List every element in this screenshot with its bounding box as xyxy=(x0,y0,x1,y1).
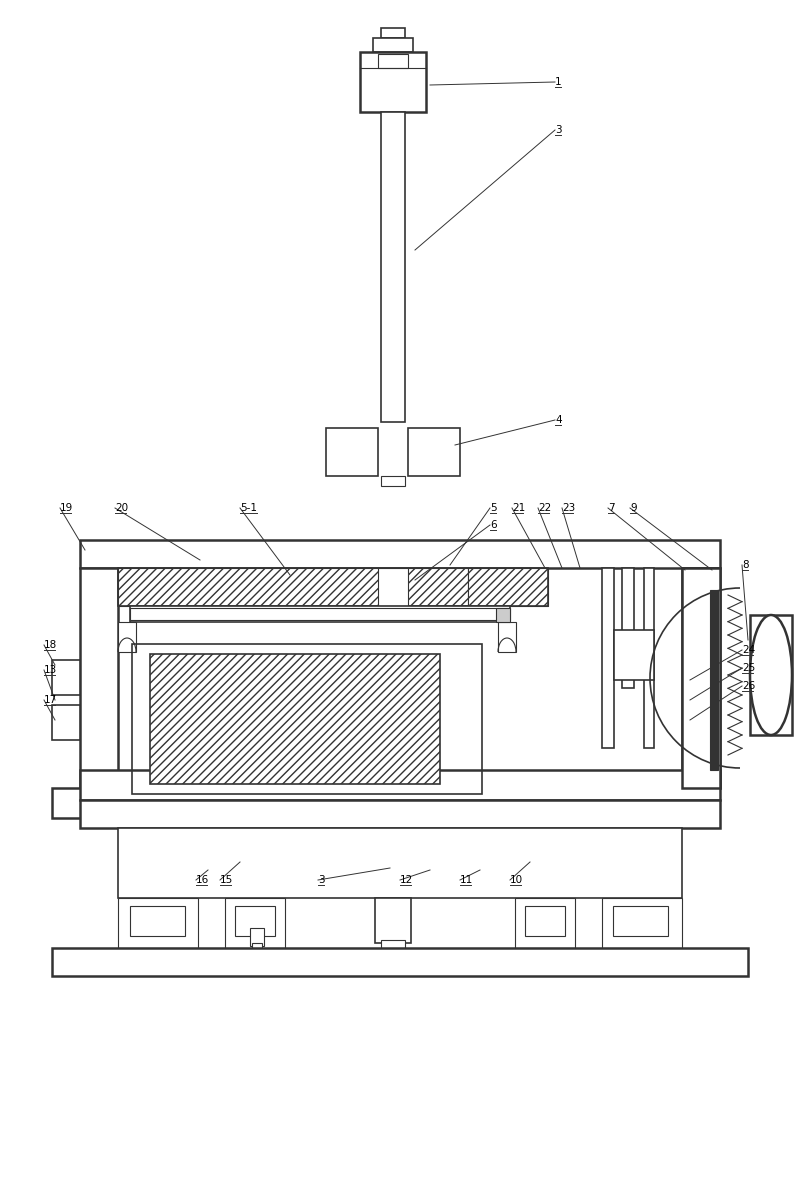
Bar xyxy=(710,590,718,770)
Text: 5-1: 5-1 xyxy=(240,503,257,513)
Bar xyxy=(118,828,682,898)
Text: 7: 7 xyxy=(608,503,614,513)
Bar xyxy=(326,428,378,476)
Bar xyxy=(52,948,748,976)
Bar xyxy=(130,608,510,620)
Bar xyxy=(381,476,405,486)
Bar xyxy=(644,568,654,747)
Bar xyxy=(378,54,408,68)
Bar xyxy=(252,943,262,953)
Text: 6: 6 xyxy=(490,520,497,531)
Text: 10: 10 xyxy=(510,875,523,885)
Bar xyxy=(80,770,720,801)
Bar xyxy=(130,606,510,623)
Text: 12: 12 xyxy=(400,875,414,885)
Bar xyxy=(515,898,575,948)
Bar xyxy=(682,568,720,788)
Text: 21: 21 xyxy=(512,503,526,513)
Bar xyxy=(235,905,275,936)
Bar xyxy=(52,705,80,740)
Bar xyxy=(408,428,460,476)
Bar xyxy=(682,568,720,788)
Bar xyxy=(373,38,413,52)
Text: 9: 9 xyxy=(630,503,637,513)
Bar xyxy=(602,898,682,948)
Bar xyxy=(80,568,118,788)
Bar xyxy=(225,898,285,948)
Text: 22: 22 xyxy=(538,503,551,513)
Bar xyxy=(525,905,565,936)
Bar xyxy=(118,568,548,606)
Text: 15: 15 xyxy=(220,875,234,885)
Text: 3: 3 xyxy=(555,125,562,136)
Bar xyxy=(381,112,405,422)
Text: 13: 13 xyxy=(44,665,58,676)
Bar xyxy=(118,898,198,948)
Text: 18: 18 xyxy=(44,640,58,650)
Bar xyxy=(378,568,408,606)
Text: 26: 26 xyxy=(742,681,755,691)
Bar xyxy=(375,898,411,943)
Bar xyxy=(360,52,426,112)
Ellipse shape xyxy=(750,615,792,735)
Text: 25: 25 xyxy=(742,663,755,673)
Text: 20: 20 xyxy=(115,503,128,513)
Bar xyxy=(52,660,80,694)
Bar xyxy=(602,568,614,747)
Text: 17: 17 xyxy=(44,694,58,705)
Text: 8: 8 xyxy=(742,560,749,569)
Bar xyxy=(52,788,118,818)
Bar xyxy=(498,623,516,652)
Bar xyxy=(381,28,405,38)
Text: 4: 4 xyxy=(555,415,562,424)
Text: 19: 19 xyxy=(60,503,74,513)
Bar xyxy=(385,955,401,967)
Bar xyxy=(613,905,668,936)
Text: 3: 3 xyxy=(318,875,325,885)
Bar xyxy=(130,905,185,936)
Bar xyxy=(118,623,136,652)
Bar xyxy=(118,568,468,606)
Text: 24: 24 xyxy=(742,645,755,656)
Bar xyxy=(132,644,482,793)
Bar xyxy=(750,615,792,735)
Text: 1: 1 xyxy=(555,77,562,87)
Text: 16: 16 xyxy=(196,875,210,885)
Text: 11: 11 xyxy=(460,875,474,885)
Bar xyxy=(622,568,634,689)
Bar xyxy=(496,608,510,623)
Bar xyxy=(80,801,720,828)
Bar xyxy=(381,940,405,959)
Text: 5: 5 xyxy=(490,503,497,513)
Text: 23: 23 xyxy=(562,503,575,513)
Bar xyxy=(614,630,654,680)
Bar xyxy=(468,568,548,606)
Bar xyxy=(250,928,264,946)
Bar xyxy=(80,540,720,568)
Bar xyxy=(150,654,440,784)
